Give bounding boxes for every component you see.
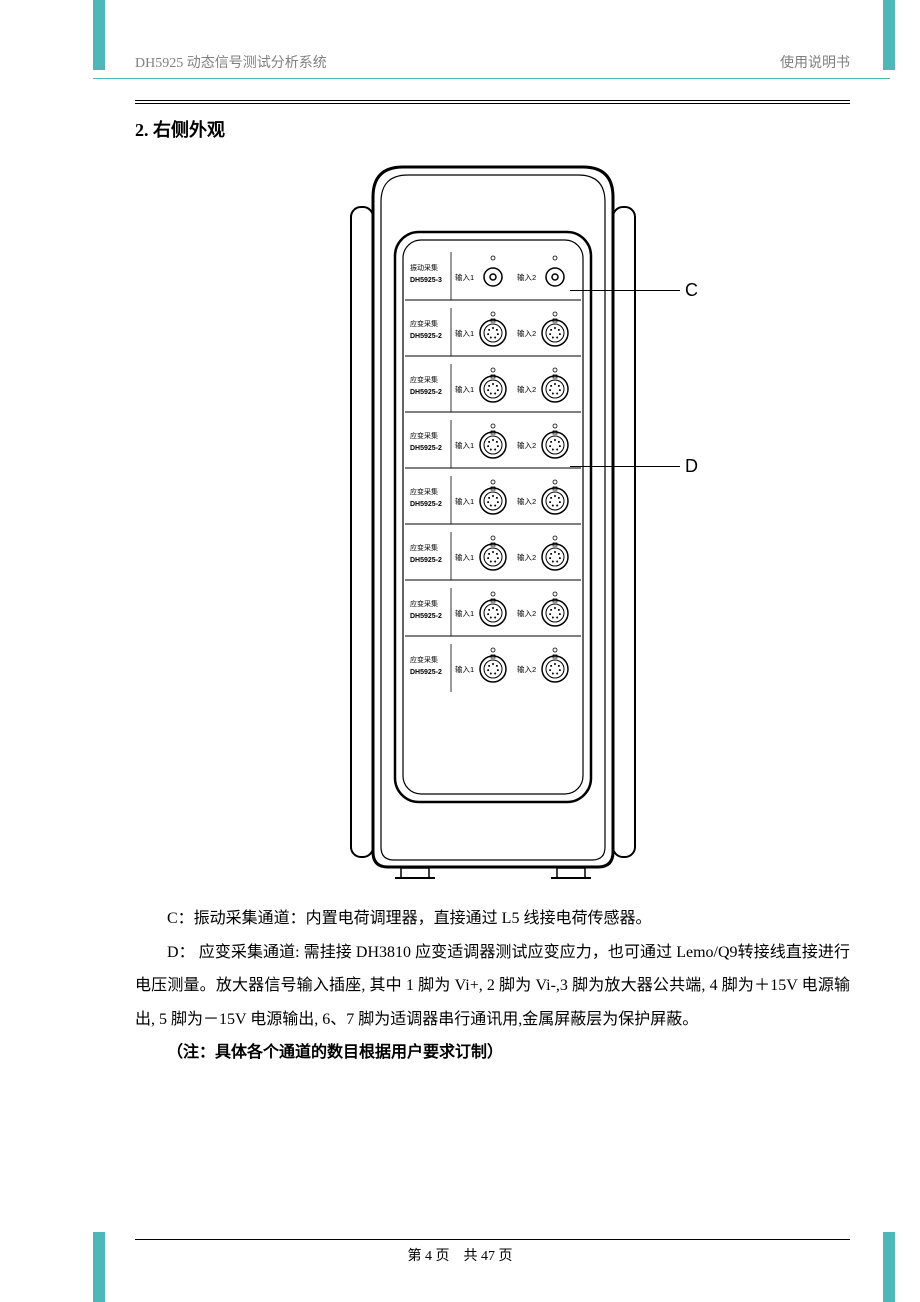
svg-text:DH5925-2: DH5925-2 [410,445,442,452]
svg-text:应变采集: 应变采集 [410,375,438,384]
svg-text:输入1: 输入1 [455,440,474,450]
footer-rule [135,1239,850,1240]
content-area: 2. 右侧外观 振动采集 DH5925-3 输入1 输入2 应变采集 DH5925-2 输入… [135,100,850,1070]
decoration-bar [883,1232,895,1302]
device-drawing: 振动采集 DH5925-3 输入1 输入2 应变采集 DH5925-2 输入1 输入2 应变采集… [333,162,653,892]
svg-text:DH5925-2: DH5925-2 [410,333,442,340]
svg-text:输入1: 输入1 [455,496,474,506]
svg-text:输入2: 输入2 [517,440,536,450]
svg-text:应变采集: 应变采集 [410,487,438,496]
header-rule [93,78,890,79]
svg-text:DH5925-2: DH5925-2 [410,501,442,508]
decoration-bar [93,1232,105,1302]
decoration-bar [883,0,895,70]
svg-text:输入1: 输入1 [455,552,474,562]
svg-text:应变采集: 应变采集 [410,319,438,328]
page-footer: 第 4 页 共 47 页 [0,1245,920,1265]
svg-text:输入1: 输入1 [455,272,474,282]
svg-text:应变采集: 应变采集 [410,599,438,608]
section-heading: 右侧外观 [153,120,225,140]
svg-text:输入1: 输入1 [455,384,474,394]
callout-line-c [570,290,680,291]
svg-text:应变采集: 应变采集 [410,543,438,552]
header-right: 使用说明书 [780,52,850,72]
svg-text:应变采集: 应变采集 [410,431,438,440]
svg-text:输入2: 输入2 [517,496,536,506]
page-header: DH5925 动态信号测试分析系统 使用说明书 [135,52,850,72]
callout-label-c: C [685,280,698,301]
svg-text:DH5925-2: DH5925-2 [410,613,442,620]
svg-text:输入1: 输入1 [455,664,474,674]
paragraph-d: D： 应变采集通道: 需挂接 DH3810 应变适调器测试应变应力，也可通过 L… [135,936,850,1037]
svg-text:DH5925-2: DH5925-2 [410,557,442,564]
callout-line-d [570,466,680,467]
svg-text:输入2: 输入2 [517,608,536,618]
svg-text:DH5925-2: DH5925-2 [410,389,442,396]
svg-text:输入2: 输入2 [517,272,536,282]
svg-text:输入2: 输入2 [517,384,536,394]
svg-text:输入2: 输入2 [517,328,536,338]
section-number: 2. [135,120,149,140]
section-title: 2. 右侧外观 [135,116,850,142]
callout-label-d: D [685,456,698,477]
svg-text:输入2: 输入2 [517,552,536,562]
svg-text:输入2: 输入2 [517,664,536,674]
svg-text:DH5925-3: DH5925-3 [410,277,442,284]
paragraph-c: C：振动采集通道：内置电荷调理器，直接通过 L5 线接电荷传感器。 [135,902,850,936]
note: （注：具体各个通道的数目根据用户要求订制） [135,1036,850,1070]
svg-text:应变采集: 应变采集 [410,655,438,664]
device-figure: 振动采集 DH5925-3 输入1 输入2 应变采集 DH5925-2 输入1 输入2 应变采集… [135,162,850,902]
svg-text:输入1: 输入1 [455,608,474,618]
decoration-bar [93,0,105,70]
svg-text:振动采集: 振动采集 [410,263,438,272]
svg-text:输入1: 输入1 [455,328,474,338]
section-rule [135,100,850,104]
body-text: C：振动采集通道：内置电荷调理器，直接通过 L5 线接电荷传感器。 D： 应变采… [135,902,850,1070]
page-number: 第 4 页 共 47 页 [408,1249,513,1264]
svg-text:DH5925-2: DH5925-2 [410,669,442,676]
header-left: DH5925 动态信号测试分析系统 [135,52,327,72]
